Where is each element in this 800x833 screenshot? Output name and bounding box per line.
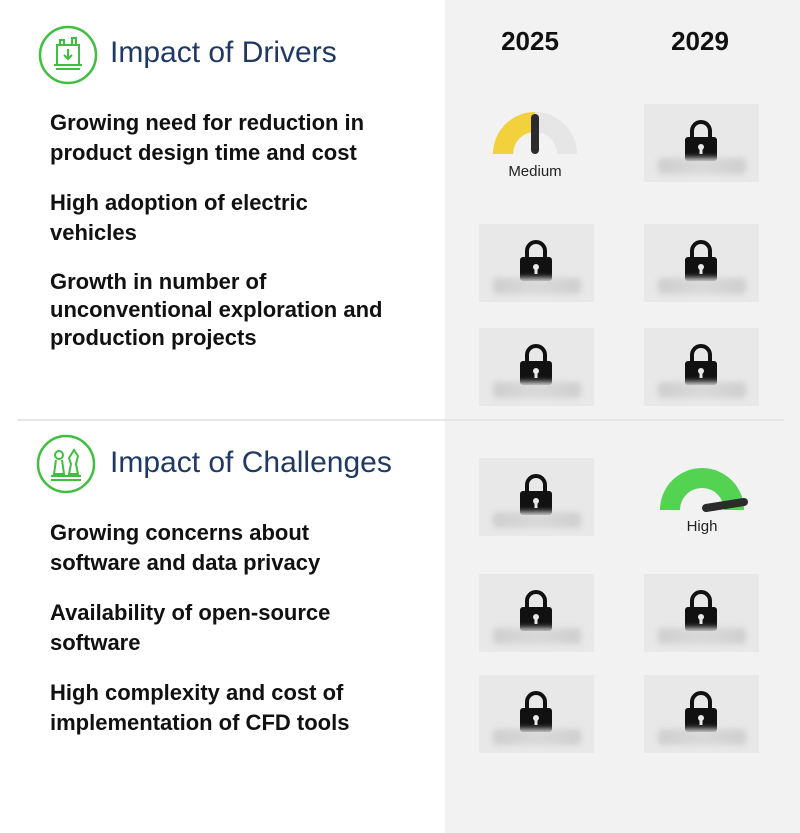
blurred-rating-text — [658, 729, 746, 745]
driver-item-3: Growth in number of unconventional explo… — [50, 269, 383, 350]
locked-rating[interactable] — [479, 574, 594, 652]
lock-icon — [520, 691, 552, 732]
gauge-medium-icon — [493, 112, 577, 154]
year-2029-heading: 2029 — [671, 26, 729, 56]
challenges-title: Impact of Challenges — [110, 446, 392, 479]
lock-icon — [685, 344, 717, 385]
locked-rating[interactable] — [644, 675, 759, 753]
blurred-rating-text — [658, 628, 746, 644]
lock-icon — [520, 240, 552, 281]
locked-rating[interactable] — [479, 328, 594, 406]
factory-icon — [38, 25, 98, 85]
lock-icon — [685, 240, 717, 281]
blurred-rating-text — [658, 278, 746, 294]
gauge-medium: Medium — [485, 108, 585, 188]
gauge-medium-label: Medium — [508, 163, 562, 180]
locked-rating[interactable] — [479, 224, 594, 302]
challenge-item-1: Growing concerns about software and data… — [50, 520, 321, 575]
challenge-item-2: Availability of open-source software — [50, 600, 331, 655]
lock-icon — [685, 590, 717, 631]
locked-rating[interactable] — [644, 104, 759, 182]
locked-rating[interactable] — [479, 675, 594, 753]
blurred-rating-text — [493, 729, 581, 745]
locked-rating[interactable] — [644, 224, 759, 302]
lock-icon — [520, 474, 552, 515]
driver-item-2: High adoption of electric vehicles — [50, 190, 308, 245]
blurred-rating-text — [493, 628, 581, 644]
locked-rating[interactable] — [644, 574, 759, 652]
blurred-rating-text — [658, 158, 746, 174]
gauge-high: High — [652, 464, 752, 544]
blurred-rating-text — [658, 382, 746, 398]
gauge-high-icon — [660, 468, 748, 512]
locked-rating[interactable] — [479, 458, 594, 536]
blurred-rating-text — [493, 382, 581, 398]
year-2025-heading: 2025 — [501, 26, 559, 56]
blurred-rating-text — [493, 278, 581, 294]
blurred-rating-text — [493, 512, 581, 528]
chess-pieces-icon — [36, 434, 96, 494]
locked-rating[interactable] — [644, 328, 759, 406]
drivers-title: Impact of Drivers — [110, 36, 337, 69]
section-divider — [17, 419, 784, 421]
driver-item-1: Growing need for reduction in product de… — [50, 110, 365, 165]
lock-icon — [685, 120, 717, 161]
gauge-high-label: High — [686, 518, 718, 535]
challenge-item-3: High complexity and cost of implementati… — [50, 680, 350, 735]
lock-icon — [520, 344, 552, 385]
lock-icon — [520, 590, 552, 631]
lock-icon — [685, 691, 717, 732]
